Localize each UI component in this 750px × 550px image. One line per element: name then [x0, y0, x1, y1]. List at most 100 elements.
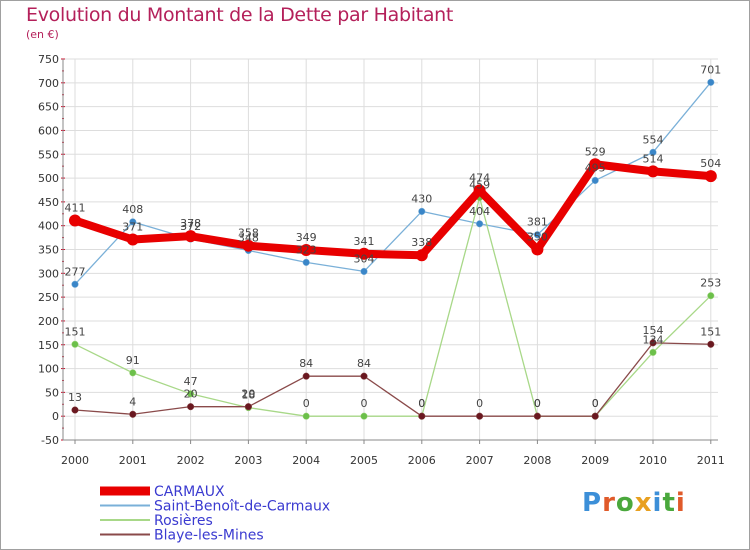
data-point — [707, 292, 715, 300]
data-point — [473, 184, 486, 197]
y-tick-label: 650 — [38, 101, 59, 114]
x-tick-label: 2000 — [61, 454, 89, 467]
data-label: 0 — [592, 397, 599, 410]
x-tick-label: 2003 — [234, 454, 262, 467]
data-point — [300, 243, 313, 256]
series-line — [71, 160, 715, 260]
logo-letter: o — [615, 488, 635, 518]
data-label: 378 — [180, 217, 201, 230]
data-label: 529 — [585, 145, 606, 158]
data-point — [71, 406, 79, 414]
data-point — [533, 231, 541, 239]
data-point — [476, 220, 484, 228]
logo-letter: i — [675, 488, 686, 518]
y-tick-label: 200 — [38, 315, 59, 328]
logo-letter: r — [602, 488, 616, 518]
data-label: 430 — [411, 192, 432, 205]
data-point — [531, 243, 544, 256]
data-label: 372 — [180, 220, 201, 233]
chart-subtitle: (en €) — [26, 28, 59, 41]
data-label: 0 — [534, 397, 541, 410]
data-label: 349 — [296, 231, 317, 244]
y-tick-label: 600 — [38, 124, 59, 137]
data-point — [704, 170, 717, 183]
data-label: 341 — [354, 235, 375, 248]
data-label: 323 — [296, 243, 317, 256]
series-line — [74, 342, 712, 417]
data-point — [71, 280, 79, 288]
x-tick-label: 2011 — [697, 454, 725, 467]
legend-label: CARMAUX — [154, 484, 225, 500]
y-tick-label: 500 — [38, 172, 59, 185]
legend-label: Blaye-les-Mines — [154, 528, 264, 544]
data-label: 350 — [527, 231, 548, 244]
data-label: 371 — [122, 220, 143, 233]
data-point — [129, 410, 137, 418]
y-tick-label: 50 — [45, 386, 59, 399]
data-point — [360, 372, 368, 380]
data-point — [187, 403, 195, 411]
data-label: 0 — [592, 397, 599, 410]
y-tick-label: 400 — [38, 220, 59, 233]
logo-letter: i — [652, 488, 663, 518]
data-label: 514 — [643, 152, 664, 165]
proxiti-logo: Proxiti — [582, 488, 686, 518]
data-label: 0 — [361, 397, 368, 410]
data-label: 304 — [354, 252, 375, 265]
data-point — [418, 412, 426, 420]
data-point — [533, 412, 541, 420]
data-label: 253 — [700, 277, 721, 290]
data-point — [707, 78, 715, 86]
data-label: 18 — [241, 389, 255, 402]
x-tick-label: 2004 — [292, 454, 320, 467]
data-label: 554 — [643, 133, 664, 146]
data-label: 348 — [238, 231, 259, 244]
data-point — [360, 267, 368, 275]
data-label: 0 — [534, 397, 541, 410]
data-point — [242, 239, 255, 252]
data-label: 474 — [469, 171, 490, 184]
data-point — [476, 412, 484, 420]
data-label: 0 — [418, 397, 425, 410]
data-label: 20 — [184, 388, 198, 401]
data-point — [360, 412, 368, 420]
y-tick-label: 0 — [52, 410, 59, 423]
data-point — [591, 412, 599, 420]
data-label: 381 — [527, 216, 548, 229]
series-line — [74, 196, 712, 417]
data-label: 4 — [129, 395, 136, 408]
data-point — [415, 249, 428, 262]
y-tick-label: 300 — [38, 267, 59, 280]
data-point — [418, 207, 426, 215]
data-label: 495 — [585, 161, 606, 174]
data-point — [302, 258, 310, 266]
data-label: 459 — [469, 179, 490, 192]
data-label: 277 — [65, 265, 86, 278]
data-point — [649, 339, 657, 347]
data-label: 338 — [411, 236, 432, 249]
y-tick-label: 250 — [38, 291, 59, 304]
x-tick-label: 2007 — [466, 454, 494, 467]
data-label: 84 — [299, 357, 313, 370]
x-tick-label: 2009 — [581, 454, 609, 467]
data-label: 504 — [700, 157, 721, 170]
data-label: 701 — [700, 63, 721, 76]
y-tick-label: 350 — [38, 244, 59, 257]
data-label: 134 — [643, 333, 664, 346]
y-tick-label: 450 — [38, 196, 59, 209]
y-tick-label: -50 — [41, 434, 59, 447]
data-label: 0 — [476, 397, 483, 410]
data-label: 411 — [65, 201, 86, 214]
x-tick-label: 2001 — [119, 454, 147, 467]
data-label: 84 — [357, 357, 371, 370]
data-label: 404 — [469, 205, 490, 218]
data-point — [707, 340, 715, 348]
data-point — [649, 348, 657, 356]
data-point — [129, 369, 137, 377]
data-point — [69, 214, 81, 227]
chart-title: Evolution du Montant de la Dette par Hab… — [26, 4, 454, 26]
logo-letter: P — [582, 488, 603, 518]
data-label: 20 — [241, 388, 255, 401]
data-label: 91 — [126, 354, 140, 367]
